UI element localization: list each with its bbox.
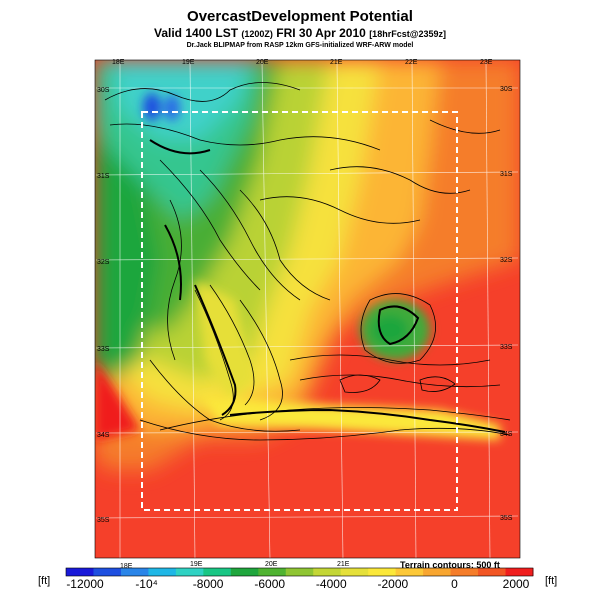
valid-date: FRI 30 Apr 2010: [276, 26, 366, 40]
colorbar-swatch: [478, 568, 507, 576]
colorbar-tick-label: 2000: [502, 577, 530, 591]
model-credit: Dr.Jack BLIPMAP from RASP 12km GFS-initi…: [186, 42, 414, 49]
lon-label-18e-top: 18E: [112, 59, 125, 66]
colorbar-swatch: [368, 568, 397, 576]
lon-label-21e-top: 21E: [330, 59, 343, 66]
colorbar-tick-label: -2000: [377, 577, 409, 591]
valid-main: Valid 1400 LST: [153, 26, 239, 40]
colorbar-tick-label: -12000: [66, 577, 104, 591]
lon-label-19e-top: 19E: [182, 59, 195, 66]
colorbar-tick-label: 0: [451, 577, 458, 591]
colorbar-frame: [65, 567, 534, 577]
valid-time: Valid 1400 LST (1200Z) FRI 30 Apr 2010 […: [0, 26, 600, 40]
lat-label-32s-right: 32S: [500, 257, 513, 264]
lon-label-23e-top: 23E: [480, 59, 493, 66]
colorbar-swatch: [258, 568, 287, 576]
lon-label-20e-top: 20E: [256, 59, 269, 66]
colorbar-swatch: [313, 568, 342, 576]
colorbar-swatch: [66, 568, 94, 576]
analysis-box: [141, 111, 458, 511]
lat-label-34s-left: 34S: [97, 432, 110, 439]
terrain-contours: [104, 82, 511, 441]
colorbar-tick-label: -8000: [192, 577, 224, 591]
graticule: [95, 61, 519, 561]
colorbar-swatch: [340, 568, 369, 576]
colorbar-tick-label: -6000: [254, 577, 286, 591]
lat-label-35s-right: 35S: [500, 515, 513, 522]
colorbar-swatch: [450, 568, 479, 576]
lat-labels-left: 30S 31S 32S 33S 34S 35S: [97, 87, 110, 524]
map-field: [95, 60, 520, 558]
colorbar-tick-label: -4000: [315, 577, 347, 591]
colorbar-swatch: [175, 568, 204, 576]
lat-label-33s-left: 33S: [97, 346, 110, 353]
forecast-tag: [18hrFcst@2359z]: [369, 29, 446, 39]
lon-labels-bottom: 18E 19E 20E 21E: [120, 561, 350, 570]
lat-label-34s-right: 34S: [500, 431, 513, 438]
colorbar-unit-left: [ft]: [38, 575, 51, 587]
lat-label-32s-left: 32S: [97, 259, 110, 266]
lat-label-30s-left: 30S: [97, 87, 110, 94]
lon-label-21e-bottom: 21E: [337, 561, 350, 568]
colorbar-swatch: [285, 568, 314, 576]
chart-title: OvercastDevelopment Potential: [187, 8, 413, 25]
valid-utc: (1200Z): [241, 29, 273, 39]
terrain-contour-note: Terrain contours: 500 ft: [400, 560, 500, 570]
lon-label-19e-bottom: 19E: [190, 561, 203, 568]
colorbar-swatch: [423, 568, 452, 576]
colorbar-swatch: [120, 568, 149, 576]
colorbar-swatch: [395, 568, 424, 576]
colorbar-swatch: [93, 568, 122, 576]
lon-labels-top: 18E 19E 20E 21E 22E 23E: [112, 59, 493, 66]
colorbar-swatch: [203, 568, 232, 576]
map-frame: [94, 59, 521, 559]
lat-labels-right: 30S 31S 32S 33S 34S 35S: [500, 86, 513, 522]
colorbar-swatch: [505, 568, 534, 576]
lat-label-33s-right: 33S: [500, 344, 513, 351]
lat-label-30s-right: 30S: [500, 86, 513, 93]
lon-label-22e-top: 22E: [405, 59, 418, 66]
lon-label-18e-bottom: 18E: [120, 563, 133, 570]
colorbar: [65, 567, 534, 577]
colorbar-tick-label: -10⁴: [135, 577, 158, 591]
lat-label-31s-left: 31S: [97, 173, 110, 180]
terrain-contours-bold: [149, 139, 506, 433]
colorbar-swatch: [230, 568, 259, 576]
lat-label-31s-right: 31S: [500, 171, 513, 178]
colorbar-swatch: [148, 568, 177, 576]
colorbar-unit-right: [ft]: [545, 575, 558, 587]
lat-label-35s-left: 35S: [97, 517, 110, 524]
lon-label-20e-bottom: 20E: [265, 561, 278, 568]
